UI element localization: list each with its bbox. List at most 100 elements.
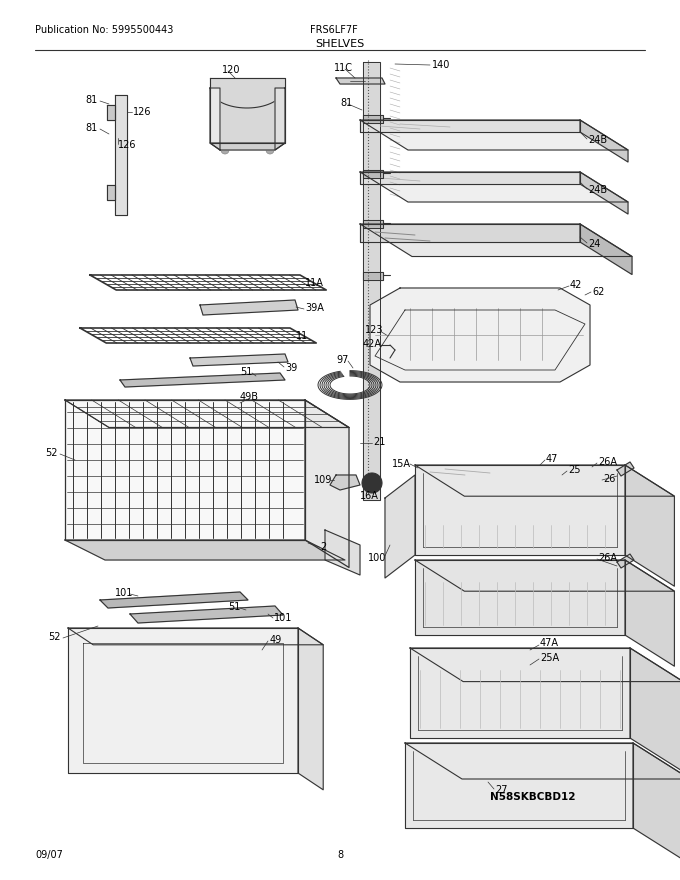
Text: 47: 47 (546, 454, 558, 464)
Polygon shape (360, 120, 628, 150)
Text: 81: 81 (85, 95, 97, 105)
Polygon shape (65, 400, 305, 540)
Circle shape (221, 146, 229, 154)
Text: 120: 120 (222, 65, 241, 75)
Text: FRS6LF7F: FRS6LF7F (310, 25, 358, 35)
Polygon shape (275, 88, 285, 150)
Text: 2: 2 (320, 542, 326, 552)
Polygon shape (363, 220, 383, 228)
Text: 62: 62 (592, 287, 605, 297)
Polygon shape (360, 120, 580, 132)
Polygon shape (336, 78, 385, 84)
Polygon shape (415, 465, 675, 496)
Polygon shape (115, 95, 127, 215)
Text: 51: 51 (228, 602, 240, 612)
Polygon shape (200, 300, 298, 315)
Polygon shape (410, 648, 680, 682)
Text: 11A: 11A (305, 278, 324, 288)
Polygon shape (415, 560, 625, 635)
Polygon shape (130, 606, 283, 623)
Text: 25A: 25A (540, 653, 559, 663)
Text: 24: 24 (588, 239, 600, 249)
Text: 24B: 24B (588, 135, 607, 145)
Text: 109: 109 (314, 475, 333, 485)
Polygon shape (625, 560, 675, 666)
Polygon shape (625, 465, 675, 586)
Polygon shape (107, 185, 115, 200)
Polygon shape (325, 530, 360, 575)
Text: 24B: 24B (588, 185, 607, 195)
Polygon shape (360, 172, 628, 202)
Polygon shape (405, 743, 680, 779)
Polygon shape (68, 628, 298, 773)
Text: 11: 11 (296, 331, 308, 341)
Text: 100: 100 (368, 553, 386, 563)
Text: 42A: 42A (363, 339, 382, 349)
Text: 101: 101 (274, 613, 292, 623)
Polygon shape (360, 224, 632, 256)
Text: 27: 27 (495, 785, 507, 795)
Text: 51: 51 (240, 367, 252, 377)
Text: 97: 97 (336, 355, 348, 365)
Polygon shape (630, 648, 680, 772)
Text: N58SKBCBD12: N58SKBCBD12 (490, 792, 575, 802)
Polygon shape (580, 224, 632, 275)
Text: 39A: 39A (305, 303, 324, 313)
Circle shape (362, 473, 382, 493)
Text: 8: 8 (337, 850, 343, 860)
Text: 26A: 26A (598, 457, 617, 467)
Text: 42: 42 (570, 280, 582, 290)
Polygon shape (385, 475, 415, 578)
Text: 126: 126 (133, 107, 152, 117)
Polygon shape (68, 628, 323, 645)
Polygon shape (363, 62, 380, 500)
Polygon shape (190, 354, 288, 366)
Text: SHELVES: SHELVES (316, 39, 364, 49)
Text: 126: 126 (118, 140, 137, 150)
Circle shape (366, 477, 378, 489)
Polygon shape (360, 172, 580, 184)
Polygon shape (415, 560, 675, 591)
Text: 21: 21 (373, 437, 386, 447)
Text: 81: 81 (85, 123, 97, 133)
Text: Publication No: 5995500443: Publication No: 5995500443 (35, 25, 173, 35)
Text: 123: 123 (365, 325, 384, 335)
Polygon shape (360, 224, 580, 242)
Text: 15A: 15A (392, 459, 411, 469)
Text: 39: 39 (285, 363, 297, 373)
Polygon shape (65, 540, 345, 560)
Text: 52: 52 (48, 632, 61, 642)
Polygon shape (580, 172, 628, 214)
Polygon shape (100, 592, 248, 608)
Polygon shape (210, 143, 285, 150)
Polygon shape (363, 115, 383, 123)
Polygon shape (65, 400, 349, 428)
Polygon shape (370, 288, 590, 382)
Text: 52: 52 (45, 448, 58, 458)
Polygon shape (363, 272, 383, 280)
Polygon shape (415, 465, 625, 555)
Text: 47A: 47A (540, 638, 559, 648)
Polygon shape (305, 400, 349, 568)
Polygon shape (633, 743, 680, 864)
Text: 49: 49 (270, 635, 282, 645)
Text: 81: 81 (340, 98, 352, 108)
Polygon shape (410, 648, 630, 738)
Text: 09/07: 09/07 (35, 850, 63, 860)
Polygon shape (210, 88, 220, 150)
Text: 11C: 11C (334, 63, 353, 73)
Text: 26: 26 (603, 474, 615, 484)
Polygon shape (210, 78, 285, 143)
Polygon shape (617, 554, 634, 568)
Polygon shape (120, 373, 285, 387)
Polygon shape (107, 105, 115, 120)
Text: 25: 25 (568, 465, 581, 475)
Text: 101: 101 (115, 588, 133, 598)
Text: 26A: 26A (598, 553, 617, 563)
Polygon shape (298, 628, 323, 789)
Text: 140: 140 (432, 60, 450, 70)
Text: 16A: 16A (360, 491, 379, 501)
Polygon shape (330, 475, 360, 490)
Polygon shape (617, 462, 634, 476)
Text: 49B: 49B (240, 392, 259, 402)
